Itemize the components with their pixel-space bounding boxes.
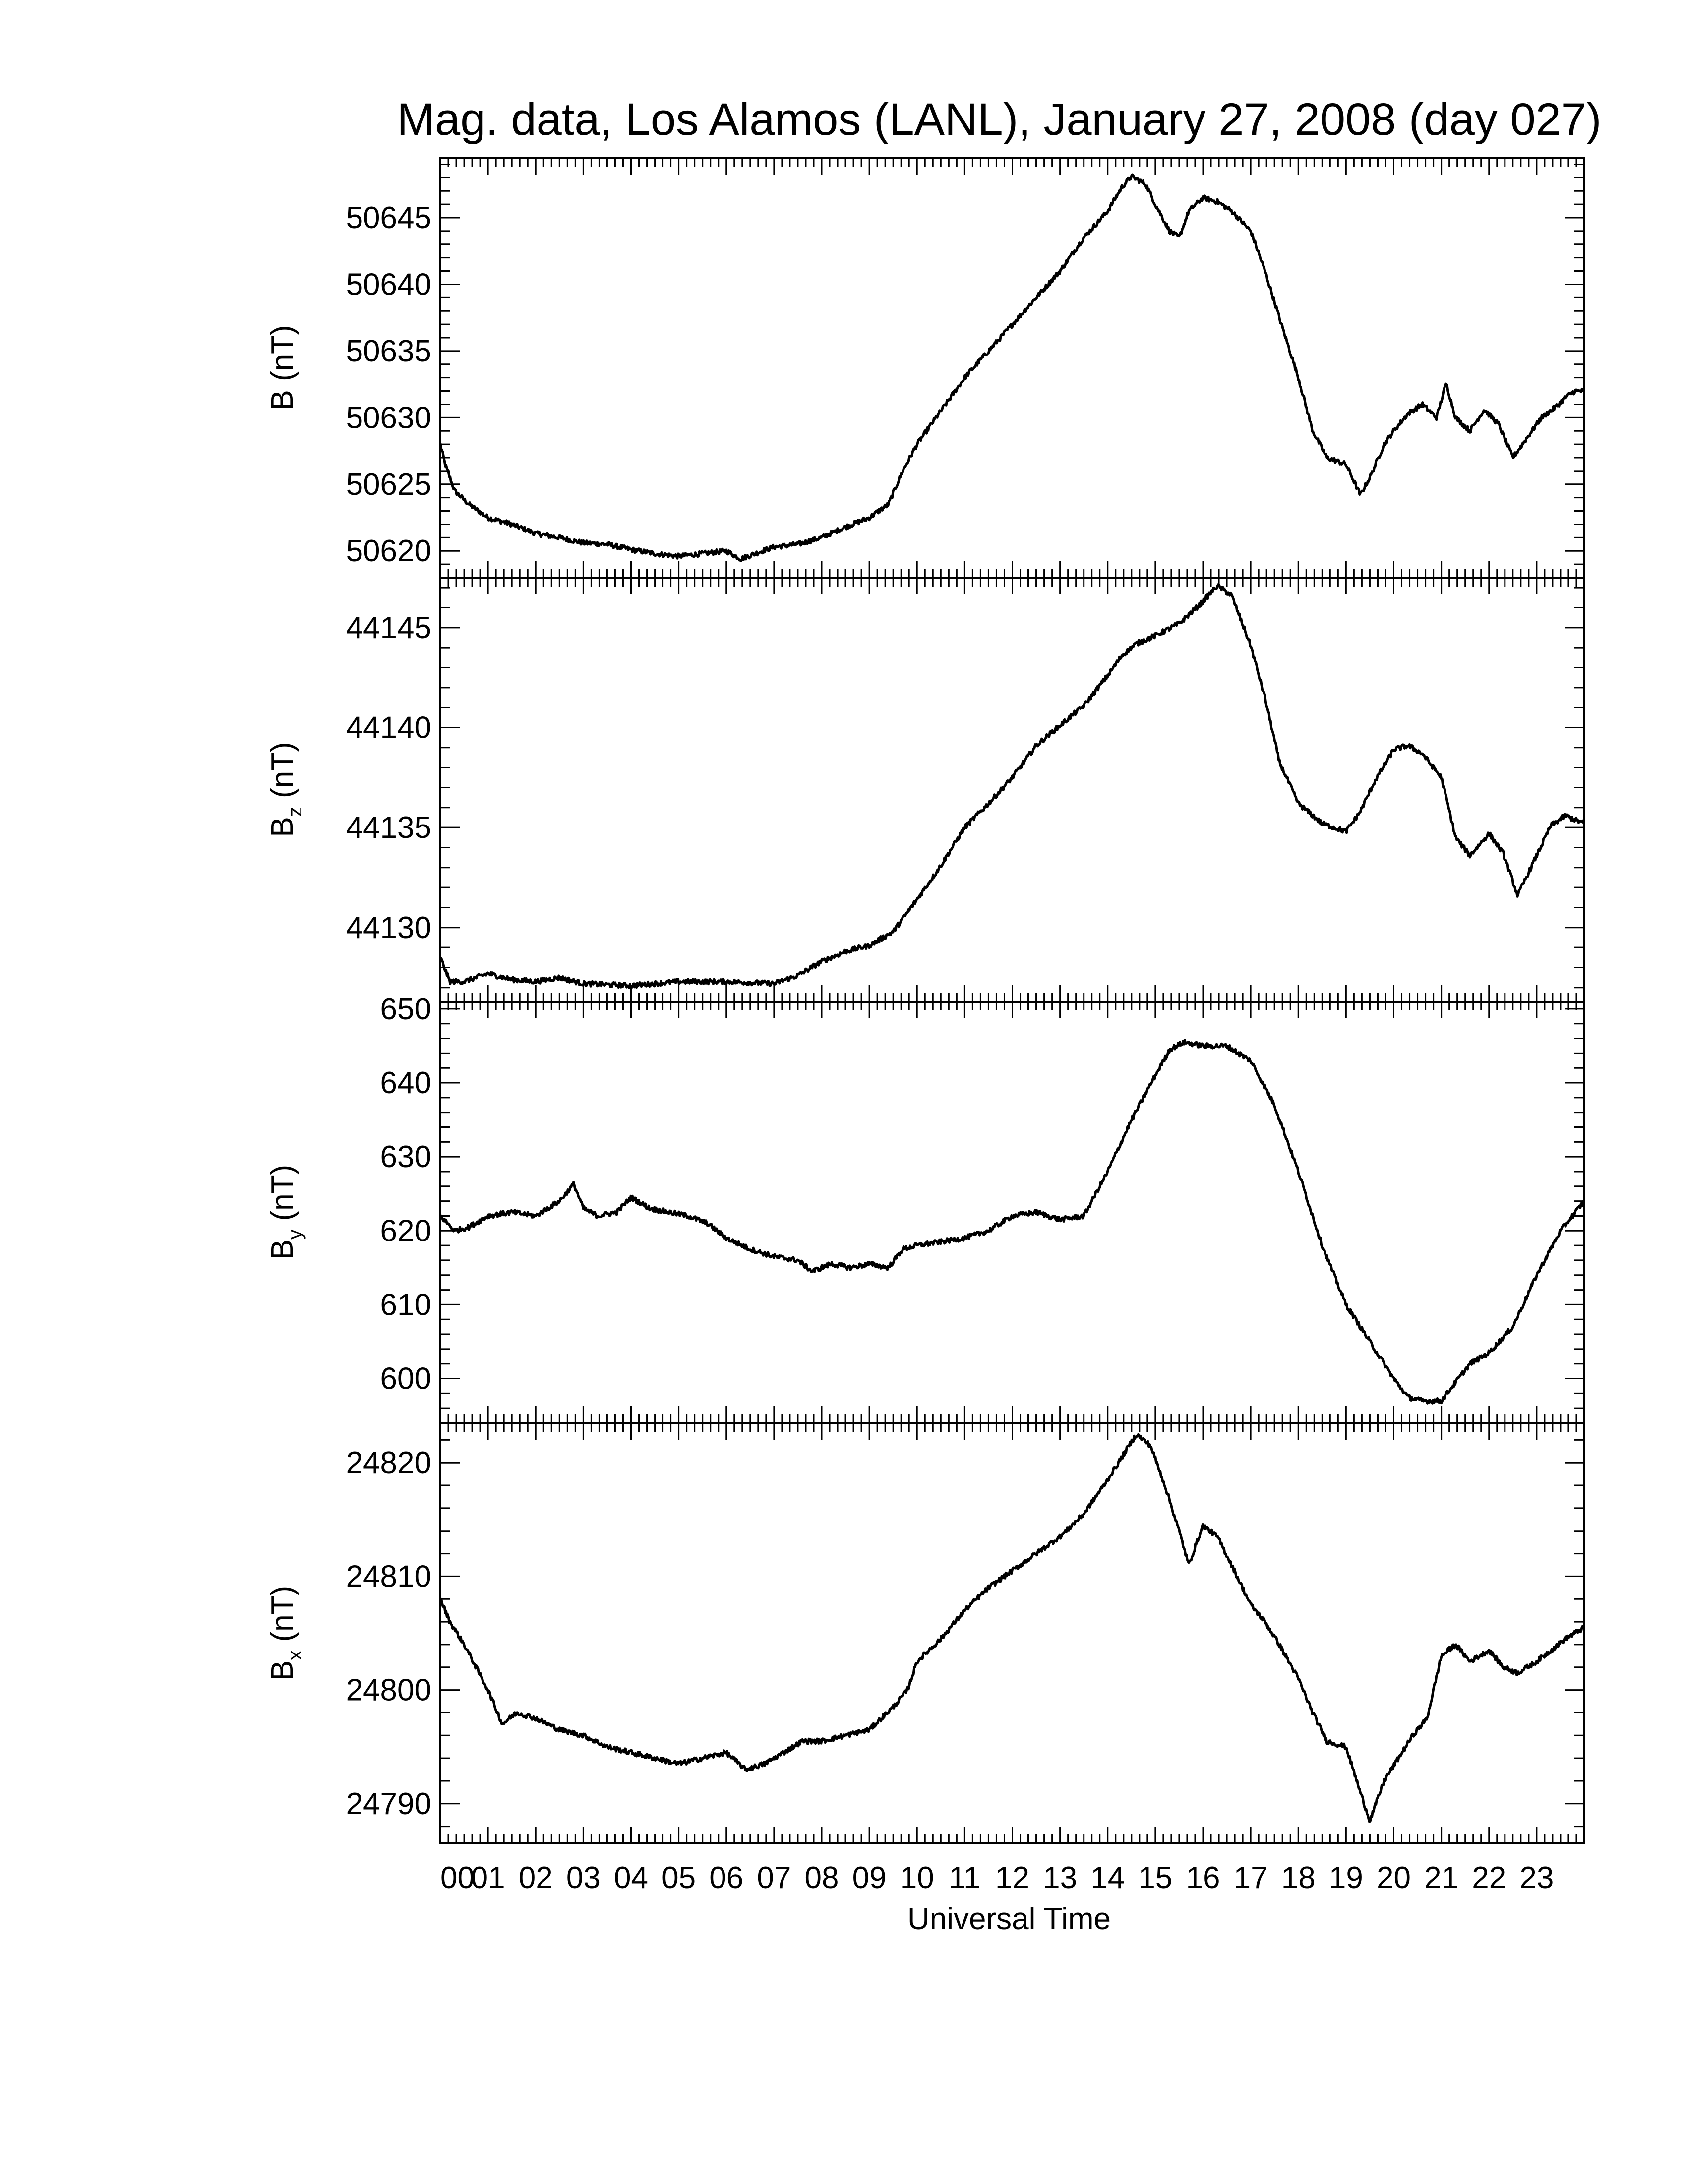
chart-title: Mag. data, Los Alamos (LANL), January 27…	[397, 94, 1601, 145]
y-tick-label: 44145	[346, 611, 431, 645]
y-axis-label: By (nT)	[265, 1165, 306, 1260]
y-axis-label-main: B	[265, 1660, 300, 1681]
y-axis-label-unit: (nT)	[265, 742, 300, 807]
y-tick-label: 50635	[346, 334, 431, 368]
series-line-1-1	[439, 173, 1585, 562]
x-tick-label: 17	[1234, 1861, 1268, 1895]
y-tick-label: 50640	[346, 267, 431, 301]
x-tick-label: 22	[1472, 1861, 1506, 1895]
panel-2: 44130 44135 44140 44145 Bz (nT)	[265, 577, 1585, 1003]
y-tick-label: 50620	[346, 534, 431, 568]
y-axis-label-sub: z	[284, 807, 306, 817]
y-axis-label-unit: (nT)	[265, 1165, 300, 1230]
y-axis-label: Bx (nT)	[265, 1586, 306, 1681]
x-tick-label: 08	[805, 1861, 839, 1895]
y-tick-label: 24820	[346, 1446, 431, 1480]
series-line-2-1	[439, 583, 1585, 989]
y-axis-label-main: B	[265, 390, 300, 410]
series-line-4-1	[439, 1433, 1585, 1823]
y-tick-label: 44140	[346, 710, 431, 745]
x-tick-label: 15	[1138, 1861, 1172, 1895]
x-tick-label: 14	[1090, 1861, 1125, 1895]
y-tick-label: 610	[380, 1288, 431, 1322]
y-tick-label: 620	[380, 1214, 431, 1248]
x-tick-label: 02	[519, 1861, 553, 1895]
y-tick-label: 640	[380, 1066, 431, 1100]
y-tick-label: 630	[380, 1140, 431, 1174]
x-tick-label: 11	[949, 1861, 980, 1895]
x-axis-label: Universal Time	[907, 1902, 1111, 1936]
x-tick-label: 05	[662, 1861, 696, 1895]
y-tick-label: 50625	[346, 468, 431, 502]
x-tick-label: 19	[1329, 1861, 1363, 1895]
y-tick-label: 50630	[346, 401, 431, 435]
x-tick-label: 10	[900, 1861, 934, 1895]
x-tick-label: 13	[1043, 1861, 1077, 1895]
series-line-3-1	[439, 1039, 1586, 1405]
y-axis-label: Bz (nT)	[265, 742, 306, 837]
x-tick-label: 21	[1424, 1861, 1458, 1895]
y-axis-label: B (nT)	[265, 325, 300, 410]
x-tick-label: 06	[709, 1861, 743, 1895]
x-tick-label: 04	[614, 1861, 648, 1895]
x-tick-label: 09	[852, 1861, 887, 1895]
y-tick-label: 44135	[346, 811, 431, 845]
x-tick-label: 00	[440, 1861, 475, 1895]
x-tick-label: 03	[566, 1861, 601, 1895]
x-tick-label: 16	[1186, 1861, 1220, 1895]
x-tick-label: 07	[757, 1861, 791, 1895]
panel-1: 50620 50625 50630 50635 50640 50645 B (nT)	[265, 157, 1585, 579]
y-axis-label-unit: (nT)	[265, 325, 300, 390]
x-tick-label: 20	[1377, 1861, 1411, 1895]
x-tick-label: 12	[995, 1861, 1029, 1895]
y-tick-label: 44130	[346, 911, 431, 945]
y-tick-label: 24800	[346, 1673, 431, 1708]
y-tick-label: 650	[380, 992, 431, 1026]
y-axis-label-unit: (nT)	[265, 1586, 300, 1651]
y-tick-label: 24810	[346, 1559, 431, 1594]
x-tick-label: 23	[1519, 1861, 1554, 1895]
panel-4: 24790 24800 24810 24820 Bx (nT)	[265, 1422, 1585, 1844]
y-tick-label: 50645	[346, 201, 431, 235]
y-axis-label-main: B	[265, 1240, 300, 1260]
x-tick-label: 01	[471, 1861, 505, 1895]
y-axis-label-sub: x	[284, 1651, 306, 1660]
panel-3: 600 610 620 630 640 650 By (nT)	[265, 992, 1586, 1424]
x-tick-label: 18	[1281, 1861, 1316, 1895]
y-axis-label-main: B	[265, 817, 300, 837]
y-tick-label: 600	[380, 1362, 431, 1396]
y-axis-label-sub: y	[284, 1230, 306, 1240]
y-tick-label: 24790	[346, 1787, 431, 1821]
